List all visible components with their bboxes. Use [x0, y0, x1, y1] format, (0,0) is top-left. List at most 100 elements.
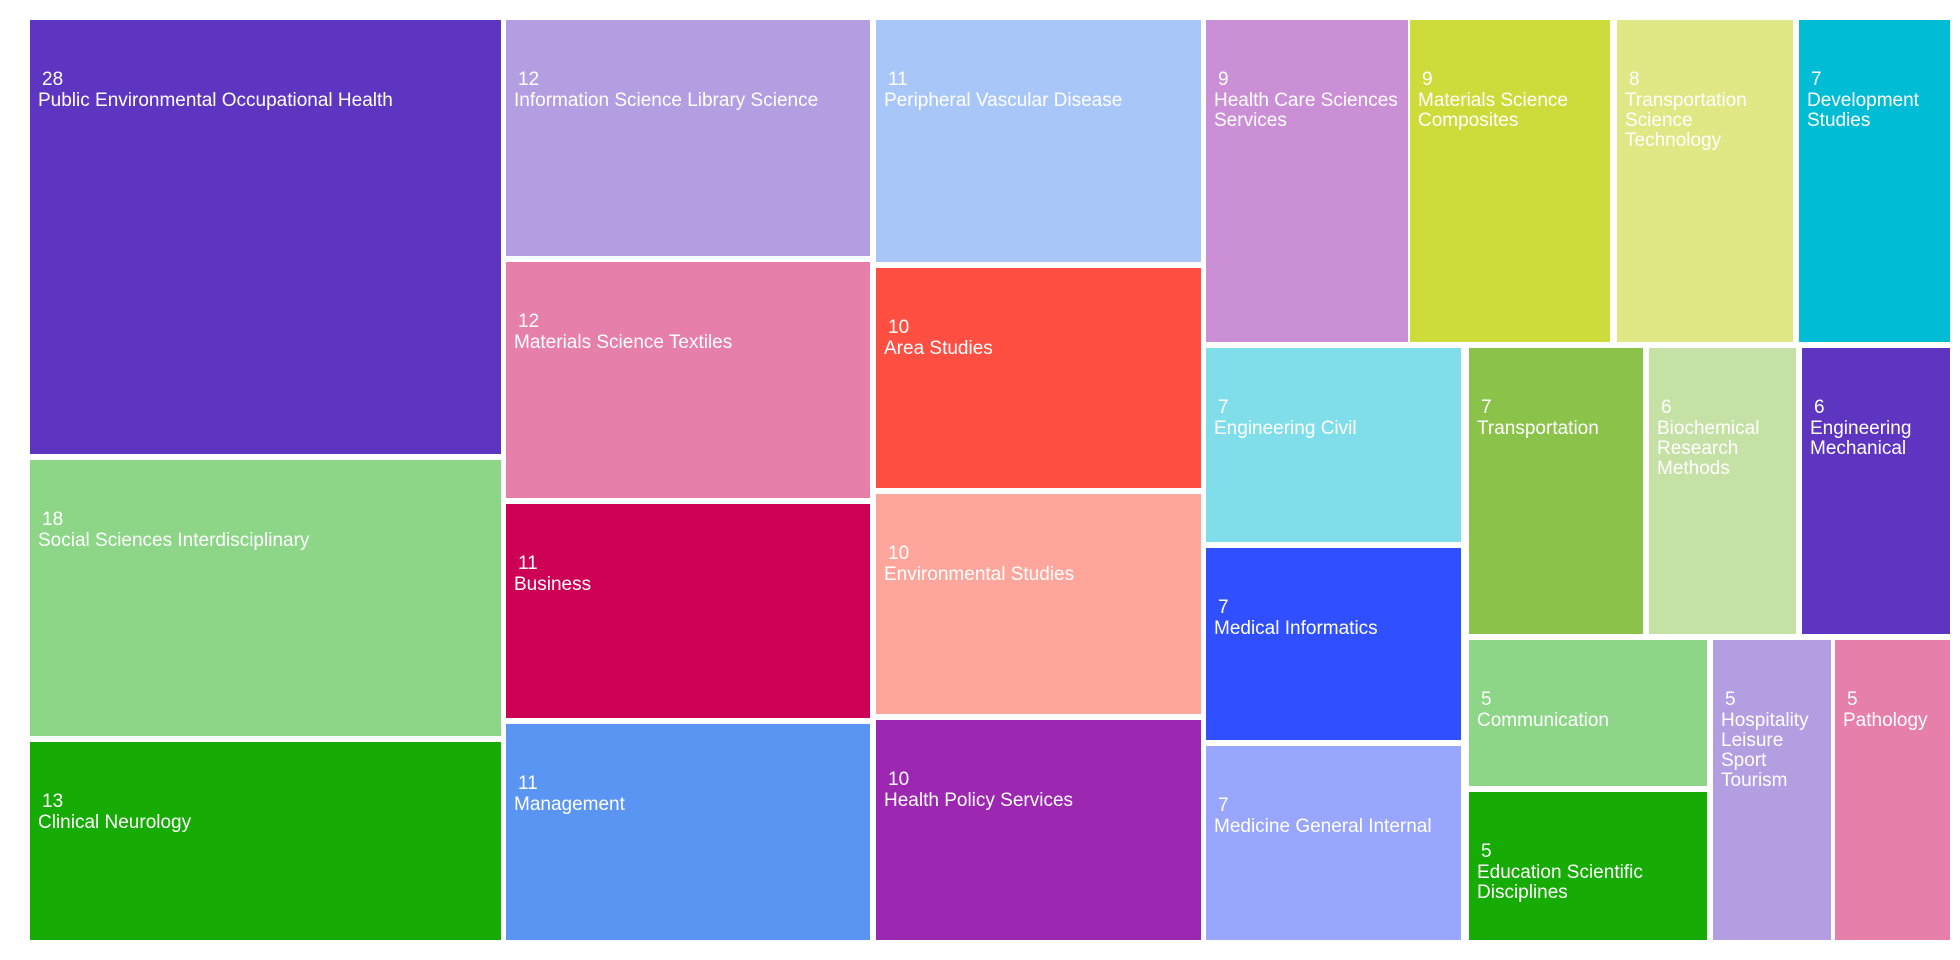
tile-rect	[1802, 348, 1950, 634]
tile-label-line: Health Care Sciences	[1214, 90, 1398, 111]
tile-label: Peripheral Vascular Disease	[884, 90, 1122, 111]
tile-label: Information Science Library Science	[514, 90, 818, 111]
tile-label-line: Clinical Neurology	[38, 812, 192, 833]
tile-rect	[1469, 640, 1707, 786]
tile-rect	[506, 504, 870, 718]
tile-label: Environmental Studies	[884, 564, 1074, 585]
tile-rect	[1835, 640, 1950, 940]
tile-label-line: Business	[514, 574, 591, 595]
tile-value: 9	[1422, 69, 1433, 90]
tile-label: Pathology	[1843, 710, 1928, 731]
tile-label-line: Engineering Civil	[1214, 418, 1357, 439]
tile-label: Development Studies	[1807, 90, 1920, 131]
tile-label: Materials Science Composites	[1418, 90, 1568, 131]
tile-rect	[1410, 20, 1610, 342]
tile-label: Materials Science Textiles	[514, 332, 732, 353]
tile-label-line: Research	[1657, 438, 1738, 459]
tile-label-line: Education Scientific	[1477, 862, 1643, 883]
tile-label-line: Transportation	[1477, 418, 1599, 439]
tile-rect	[1206, 746, 1461, 940]
tile-label: Transportation	[1477, 418, 1599, 439]
tile-label-line: Technology	[1625, 130, 1722, 151]
tile-value: 18	[42, 509, 63, 530]
tile-label: Social Sciences Interdisciplinary	[38, 530, 310, 551]
tile-rect	[1713, 640, 1831, 940]
tile-rect	[1469, 348, 1643, 634]
tile-value: 11	[518, 553, 538, 574]
tile-label-line: Pathology	[1843, 710, 1928, 731]
tile-label: Biochemical Research Methods	[1657, 418, 1759, 479]
tile-label-line: Hospitality	[1721, 710, 1809, 731]
tile-value: 5	[1847, 689, 1858, 710]
tile-rect	[1206, 348, 1461, 542]
tile-rect	[1799, 20, 1950, 342]
tile-value: 7	[1811, 69, 1822, 90]
tile-label-line: Medical Informatics	[1214, 618, 1378, 639]
tile-label-line: Area Studies	[884, 338, 993, 359]
tile-value: 13	[42, 791, 63, 812]
tile-label: Engineering Mechanical	[1810, 418, 1911, 459]
tile-label: Clinical Neurology	[38, 812, 192, 833]
tile-rect	[876, 494, 1201, 714]
tile-label: Hospitality Leisure Sport Tourism	[1721, 710, 1809, 791]
tile-value: 11	[518, 773, 538, 794]
tile-value: 10	[888, 317, 909, 338]
tile-rect	[1206, 548, 1461, 740]
tile-rect	[876, 720, 1201, 940]
tile-label-line: Transportation	[1625, 90, 1747, 111]
tile-label-line: Information Science Library Science	[514, 90, 818, 111]
tile-rect	[1617, 20, 1793, 342]
tile-label-line: Materials Science	[1418, 90, 1568, 111]
tile-label-line: Composites	[1418, 110, 1518, 131]
tile-label-line: Methods	[1657, 458, 1730, 479]
tile-label: Business	[514, 574, 591, 595]
tile-value: 7	[1481, 397, 1492, 418]
tile-rect	[876, 20, 1201, 262]
tile-label-line: Health Policy Services	[884, 790, 1073, 811]
tile-label-line: Mechanical	[1810, 438, 1906, 459]
tile-label-line: Biochemical	[1657, 418, 1759, 439]
tile-value: 12	[518, 69, 539, 90]
tile-label: Area Studies	[884, 338, 993, 359]
tile-label-line: Studies	[1807, 110, 1870, 131]
tile-label-line: Science	[1625, 110, 1693, 131]
tile-label-line: Disciplines	[1477, 882, 1568, 903]
tile-label: Transportation Science Technology	[1625, 90, 1747, 151]
tile-label-line: Materials Science Textiles	[514, 332, 732, 353]
tile-label: Communication	[1477, 710, 1609, 731]
tile-value: 28	[42, 69, 63, 90]
tile-value: 5	[1481, 689, 1492, 710]
tile-label-line: Public Environmental Occupational Health	[38, 90, 393, 111]
tile-rect	[1469, 792, 1707, 940]
tile-label: Education Scientific Disciplines	[1477, 862, 1643, 903]
tile-label: Public Environmental Occupational Health	[38, 90, 393, 111]
tile-label: Management	[514, 794, 626, 815]
tile-value: 5	[1725, 689, 1736, 710]
tile-label-line: Sport	[1721, 750, 1767, 771]
tile-label-line: Environmental Studies	[884, 564, 1074, 585]
tile-rect	[506, 724, 870, 940]
tile-value: 6	[1661, 397, 1672, 418]
tile-label-line: Leisure	[1721, 730, 1783, 751]
tile-label-line: Engineering	[1810, 418, 1911, 439]
tile-value: 7	[1218, 597, 1229, 618]
